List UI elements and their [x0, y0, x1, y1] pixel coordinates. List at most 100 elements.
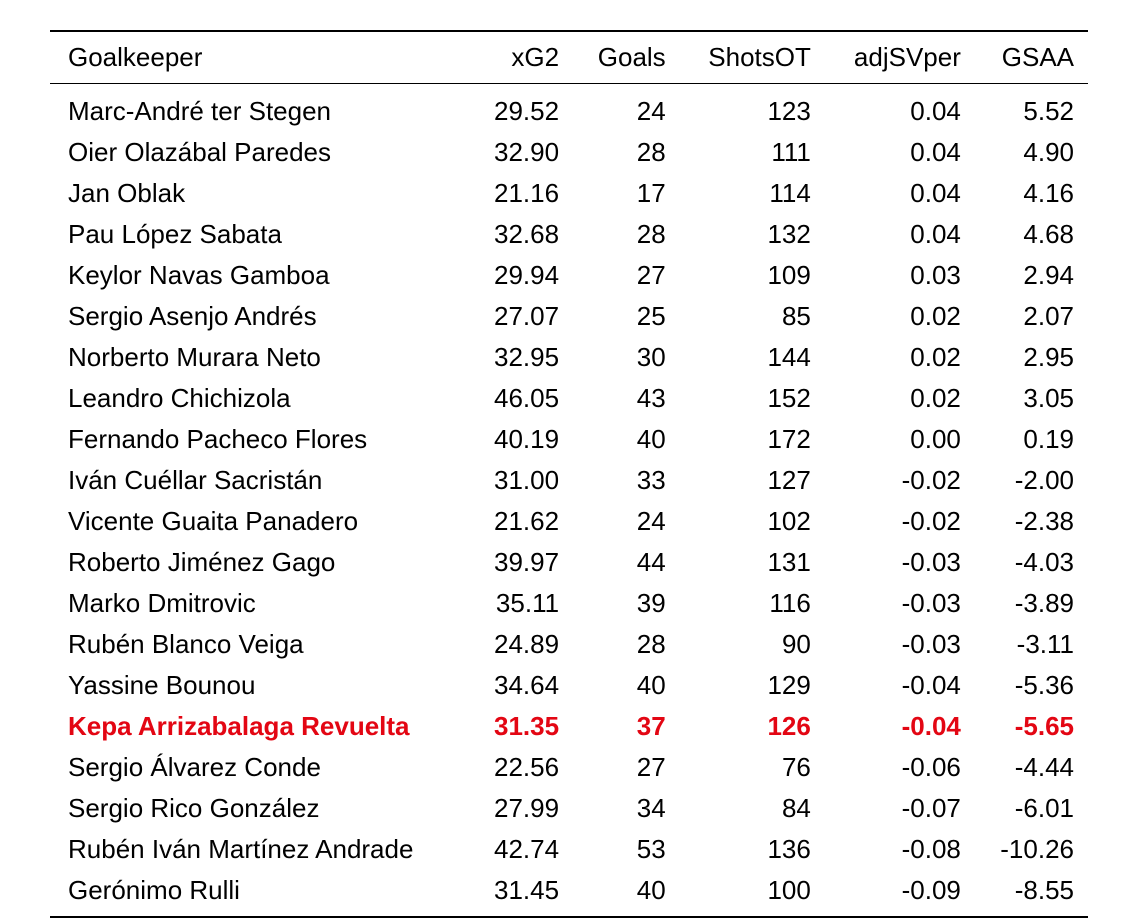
cell-shotsot: 109 — [680, 255, 825, 296]
cell-shotsot: 123 — [680, 84, 825, 133]
cell-goalkeeper: Rubén Iván Martínez Andrade — [50, 829, 470, 870]
cell-goalkeeper: Marko Dmitrovic — [50, 583, 470, 624]
cell-xg2: 29.94 — [470, 255, 573, 296]
cell-shotsot: 144 — [680, 337, 825, 378]
cell-goalkeeper: Keylor Navas Gamboa — [50, 255, 470, 296]
cell-goals: 37 — [573, 706, 680, 747]
cell-gsaa: -4.44 — [975, 747, 1088, 788]
cell-adjsvper: 0.03 — [825, 255, 975, 296]
cell-shotsot: 129 — [680, 665, 825, 706]
cell-goalkeeper: Marc-André ter Stegen — [50, 84, 470, 133]
cell-adjsvper: 0.04 — [825, 132, 975, 173]
cell-goalkeeper: Sergio Rico González — [50, 788, 470, 829]
table-row: Leandro Chichizola46.05431520.023.05 — [50, 378, 1088, 419]
cell-shotsot: 90 — [680, 624, 825, 665]
cell-goals: 33 — [573, 460, 680, 501]
table-row: Marko Dmitrovic35.1139116-0.03-3.89 — [50, 583, 1088, 624]
cell-goals: 25 — [573, 296, 680, 337]
cell-xg2: 32.90 — [470, 132, 573, 173]
cell-goalkeeper: Jan Oblak — [50, 173, 470, 214]
col-goalkeeper: Goalkeeper — [50, 31, 470, 84]
table-body: Marc-André ter Stegen29.52241230.045.52O… — [50, 84, 1088, 918]
cell-xg2: 39.97 — [470, 542, 573, 583]
cell-gsaa: -4.03 — [975, 542, 1088, 583]
cell-xg2: 31.45 — [470, 870, 573, 917]
cell-shotsot: 100 — [680, 870, 825, 917]
table-row: Roberto Jiménez Gago39.9744131-0.03-4.03 — [50, 542, 1088, 583]
cell-goalkeeper: Vicente Guaita Panadero — [50, 501, 470, 542]
cell-goals: 53 — [573, 829, 680, 870]
cell-xg2: 29.52 — [470, 84, 573, 133]
cell-shotsot: 127 — [680, 460, 825, 501]
cell-adjsvper: -0.08 — [825, 829, 975, 870]
cell-xg2: 27.07 — [470, 296, 573, 337]
cell-gsaa: 2.07 — [975, 296, 1088, 337]
cell-shotsot: 85 — [680, 296, 825, 337]
cell-goalkeeper: Roberto Jiménez Gago — [50, 542, 470, 583]
table-row: Fernando Pacheco Flores40.19401720.000.1… — [50, 419, 1088, 460]
cell-adjsvper: -0.03 — [825, 542, 975, 583]
page-container: Goalkeeper xG2 Goals ShotsOT adjSVper GS… — [0, 0, 1138, 891]
table-row: Yassine Bounou34.6440129-0.04-5.36 — [50, 665, 1088, 706]
cell-shotsot: 116 — [680, 583, 825, 624]
cell-shotsot: 111 — [680, 132, 825, 173]
cell-xg2: 40.19 — [470, 419, 573, 460]
table-row: Oier Olazábal Paredes32.90281110.044.90 — [50, 132, 1088, 173]
cell-gsaa: 0.19 — [975, 419, 1088, 460]
col-shotsot: ShotsOT — [680, 31, 825, 84]
cell-xg2: 46.05 — [470, 378, 573, 419]
cell-goals: 44 — [573, 542, 680, 583]
cell-adjsvper: -0.06 — [825, 747, 975, 788]
cell-adjsvper: -0.03 — [825, 583, 975, 624]
cell-gsaa: -5.36 — [975, 665, 1088, 706]
cell-xg2: 27.99 — [470, 788, 573, 829]
cell-adjsvper: 0.04 — [825, 84, 975, 133]
cell-xg2: 22.56 — [470, 747, 573, 788]
cell-goalkeeper: Kepa Arrizabalaga Revuelta — [50, 706, 470, 747]
cell-goals: 43 — [573, 378, 680, 419]
col-goals: Goals — [573, 31, 680, 84]
cell-gsaa: 2.95 — [975, 337, 1088, 378]
cell-gsaa: 4.16 — [975, 173, 1088, 214]
cell-xg2: 31.00 — [470, 460, 573, 501]
cell-goalkeeper: Fernando Pacheco Flores — [50, 419, 470, 460]
cell-xg2: 32.95 — [470, 337, 573, 378]
cell-shotsot: 132 — [680, 214, 825, 255]
cell-xg2: 42.74 — [470, 829, 573, 870]
cell-goals: 30 — [573, 337, 680, 378]
cell-goals: 27 — [573, 255, 680, 296]
cell-gsaa: -5.65 — [975, 706, 1088, 747]
goalkeeper-stats-table: Goalkeeper xG2 Goals ShotsOT adjSVper GS… — [50, 30, 1088, 918]
cell-gsaa: -2.00 — [975, 460, 1088, 501]
cell-adjsvper: -0.04 — [825, 665, 975, 706]
table-row: Rubén Iván Martínez Andrade42.7453136-0.… — [50, 829, 1088, 870]
cell-gsaa: -3.89 — [975, 583, 1088, 624]
cell-adjsvper: -0.09 — [825, 870, 975, 917]
cell-goalkeeper: Pau López Sabata — [50, 214, 470, 255]
cell-adjsvper: -0.02 — [825, 501, 975, 542]
cell-adjsvper: 0.02 — [825, 296, 975, 337]
cell-gsaa: -8.55 — [975, 870, 1088, 917]
table-row: Sergio Rico González27.993484-0.07-6.01 — [50, 788, 1088, 829]
cell-goalkeeper: Oier Olazábal Paredes — [50, 132, 470, 173]
cell-gsaa: -6.01 — [975, 788, 1088, 829]
cell-shotsot: 136 — [680, 829, 825, 870]
cell-gsaa: -10.26 — [975, 829, 1088, 870]
cell-goalkeeper: Sergio Álvarez Conde — [50, 747, 470, 788]
cell-goals: 39 — [573, 583, 680, 624]
cell-xg2: 34.64 — [470, 665, 573, 706]
cell-adjsvper: -0.07 — [825, 788, 975, 829]
col-xg2: xG2 — [470, 31, 573, 84]
cell-goalkeeper: Norberto Murara Neto — [50, 337, 470, 378]
cell-gsaa: 4.68 — [975, 214, 1088, 255]
table-row: Gerónimo Rulli31.4540100-0.09-8.55 — [50, 870, 1088, 917]
cell-xg2: 31.35 — [470, 706, 573, 747]
cell-shotsot: 84 — [680, 788, 825, 829]
table-row: Pau López Sabata32.68281320.044.68 — [50, 214, 1088, 255]
table-row: Marc-André ter Stegen29.52241230.045.52 — [50, 84, 1088, 133]
cell-adjsvper: 0.02 — [825, 337, 975, 378]
cell-gsaa: 2.94 — [975, 255, 1088, 296]
cell-shotsot: 152 — [680, 378, 825, 419]
cell-goals: 40 — [573, 419, 680, 460]
cell-adjsvper: -0.02 — [825, 460, 975, 501]
